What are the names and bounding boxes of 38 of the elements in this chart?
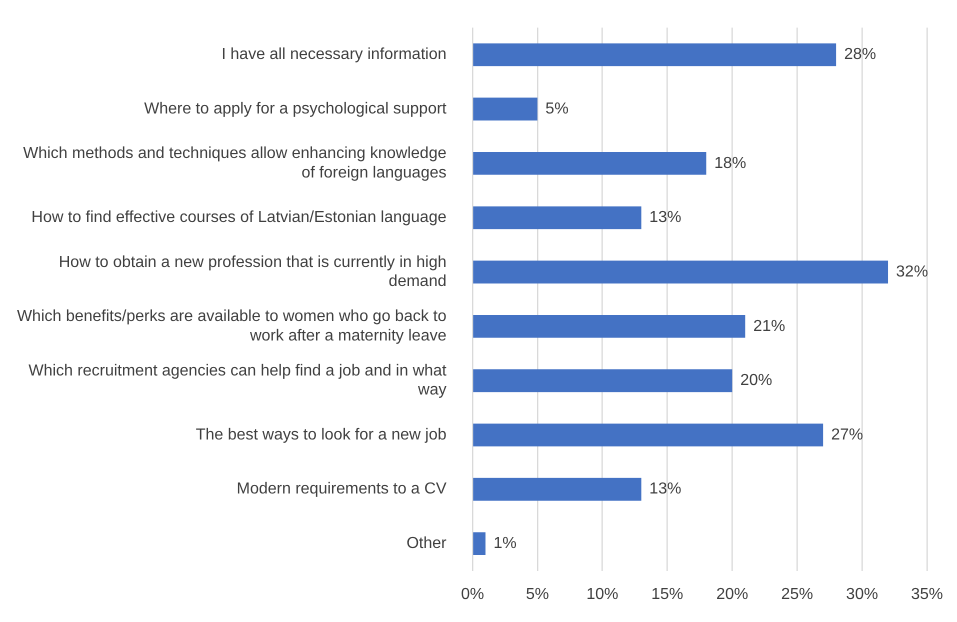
y-tick-label: Which benefits/perks are available to women who go back to work after a maternity leave	[16, 308, 447, 344]
data-label: 28%	[844, 46, 876, 64]
y-tick-label: How to find effective courses of Latvian/Estonian language	[31, 209, 447, 226]
x-tick-label: 20%	[716, 586, 748, 603]
bar	[473, 314, 746, 338]
y-tick-label: Where to apply for a psychological support	[144, 100, 448, 118]
y-tick-label: The best ways to look for a new job	[196, 426, 447, 444]
data-label: 18%	[714, 154, 746, 172]
data-label: 1%	[493, 535, 517, 552]
y-tick-label: How to obtain a new profession that is currently in high demand	[58, 254, 446, 290]
y-tick-label: Other	[406, 535, 448, 552]
bar	[473, 478, 642, 501]
bar	[473, 206, 642, 230]
x-tick-label: 0%	[460, 586, 484, 603]
data-label: 13%	[649, 480, 682, 498]
y-tick-label: Modern requirements to a CV	[236, 480, 447, 498]
y-tick-label: Which methods and techniques allow enhancing knowledge of foreign languages	[23, 145, 447, 182]
data-label: 13%	[649, 209, 682, 226]
bar	[473, 98, 538, 120]
x-tick-label: 25%	[781, 586, 814, 603]
x-tick-label: 15%	[651, 586, 684, 603]
data-label: 27%	[831, 426, 864, 444]
y-tick-label: I have all necessary information	[222, 46, 446, 64]
y-tick-label: Which recruitment agencies can help find a job and in what way	[28, 362, 448, 399]
bar	[473, 369, 732, 392]
bar	[473, 532, 486, 556]
x-tick-label: 30%	[846, 586, 878, 603]
bar	[473, 424, 824, 446]
data-label: 20%	[740, 372, 772, 390]
x-tick-label: 35%	[910, 586, 944, 603]
data-label: 21%	[753, 318, 786, 335]
data-label: 32%	[896, 263, 928, 280]
bar	[473, 260, 888, 284]
bar	[473, 43, 836, 66]
bar	[473, 152, 706, 175]
x-tick-label: 5%	[526, 586, 549, 603]
data-label: 5%	[545, 100, 569, 118]
x-tick-label: 10%	[586, 586, 618, 603]
